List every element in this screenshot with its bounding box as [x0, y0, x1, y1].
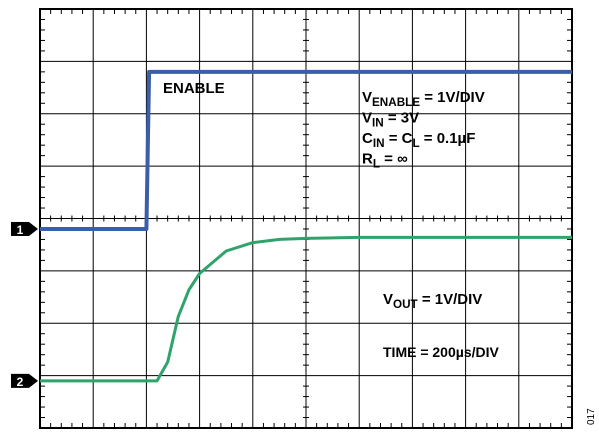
condition-line: CIN = CL = 0.1µF — [362, 130, 475, 150]
channel-marker-label: 1 — [17, 223, 24, 237]
channel-markers: 12 — [11, 221, 38, 389]
condition-line: RL = ∞ — [362, 151, 408, 171]
condition-line: VIN = 3V — [362, 110, 419, 130]
scope-traces — [40, 69, 572, 383]
scope-grid — [39, 8, 573, 429]
enable-trace-label: ENABLE — [163, 80, 225, 97]
condition-line: VENABLE = 1V/DIV — [362, 89, 485, 109]
trace-1 — [40, 69, 572, 231]
figure-id: 017 — [586, 408, 597, 425]
grid-minor-ticks — [40, 9, 572, 428]
vout-scale-label: VOUT = 1V/DIV — [383, 291, 482, 311]
channel-marker-label: 2 — [17, 375, 24, 389]
trace-2 — [40, 235, 572, 383]
channel-marker-1: 1 — [11, 221, 38, 237]
channel-marker-2: 2 — [11, 373, 38, 389]
condition-line: VOUT = 1V/DIV — [383, 291, 482, 311]
time-scale-label: TIME = 200µs/DIV — [383, 344, 499, 360]
